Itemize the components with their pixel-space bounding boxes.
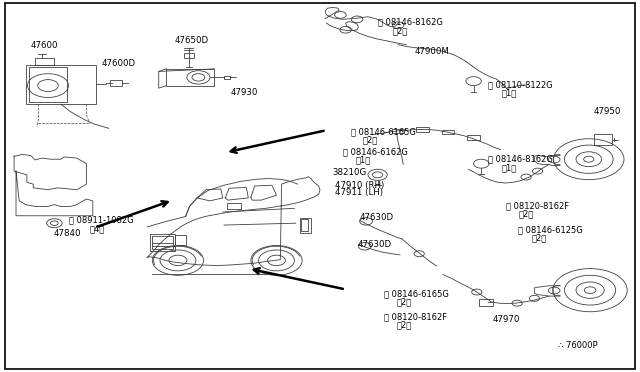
Text: Ⓑ 08146-6165G: Ⓑ 08146-6165G [351, 128, 415, 137]
Text: 47930: 47930 [230, 88, 258, 97]
Text: 47600D: 47600D [101, 59, 135, 68]
Text: Ⓝ 08911-1082G: Ⓝ 08911-1082G [69, 216, 134, 225]
Text: Ⓑ 08146-8162G: Ⓑ 08146-8162G [488, 155, 552, 164]
Text: 38210G: 38210G [333, 168, 367, 177]
Bar [594, 134, 612, 145]
Text: 47650D: 47650D [174, 36, 208, 45]
Bar [442, 130, 454, 134]
Bar [224, 76, 230, 79]
Text: 47600: 47600 [31, 41, 58, 50]
Bar [301, 219, 308, 231]
Bar [29, 67, 67, 102]
Bar [416, 127, 429, 132]
Text: （2）: （2） [397, 298, 412, 307]
Text: 47630D: 47630D [357, 240, 391, 249]
Text: 47840: 47840 [53, 229, 81, 238]
Text: （4）: （4） [90, 224, 105, 233]
Bar [184, 53, 194, 58]
Text: 47910 (RH): 47910 (RH) [335, 181, 385, 190]
Bar [175, 235, 186, 245]
Bar [392, 129, 404, 133]
Bar [227, 203, 241, 209]
Text: Ⓑ 08120-8162F: Ⓑ 08120-8162F [384, 312, 447, 321]
Text: 47630D: 47630D [360, 213, 394, 222]
Text: （1）: （1） [502, 89, 517, 97]
Text: Ⓑ 08146-8162G: Ⓑ 08146-8162G [378, 18, 442, 27]
Bar [150, 234, 175, 251]
Text: （2）: （2） [362, 136, 378, 145]
Text: Ⓑ 08146-6165G: Ⓑ 08146-6165G [384, 289, 449, 298]
Bar [110, 80, 122, 86]
Text: 47911 (LH): 47911 (LH) [335, 188, 383, 197]
Text: Ⓑ 08110-8122G: Ⓑ 08110-8122G [488, 80, 552, 89]
Bar [152, 236, 173, 249]
Text: （2）: （2） [532, 234, 547, 243]
Text: Ⓑ 08146-6125G: Ⓑ 08146-6125G [518, 225, 583, 234]
Text: 47900M: 47900M [414, 47, 449, 56]
Text: （2）: （2） [393, 26, 408, 35]
Text: Ⓑ 08146-6162G: Ⓑ 08146-6162G [343, 147, 408, 156]
Bar [479, 299, 493, 306]
Text: Ⓑ 08120-8162F: Ⓑ 08120-8162F [506, 201, 569, 210]
Text: （2）: （2） [397, 321, 412, 330]
Text: ∴ 76000P: ∴ 76000P [558, 341, 598, 350]
Bar [35, 58, 54, 65]
Text: （2）: （2） [519, 209, 534, 218]
Bar [26, 65, 96, 104]
Bar [300, 218, 311, 232]
Text: （1）: （1） [501, 163, 516, 172]
Text: 47970: 47970 [493, 315, 520, 324]
Text: （1）: （1） [356, 155, 371, 164]
Bar [467, 135, 480, 140]
Text: 47950: 47950 [594, 107, 621, 116]
